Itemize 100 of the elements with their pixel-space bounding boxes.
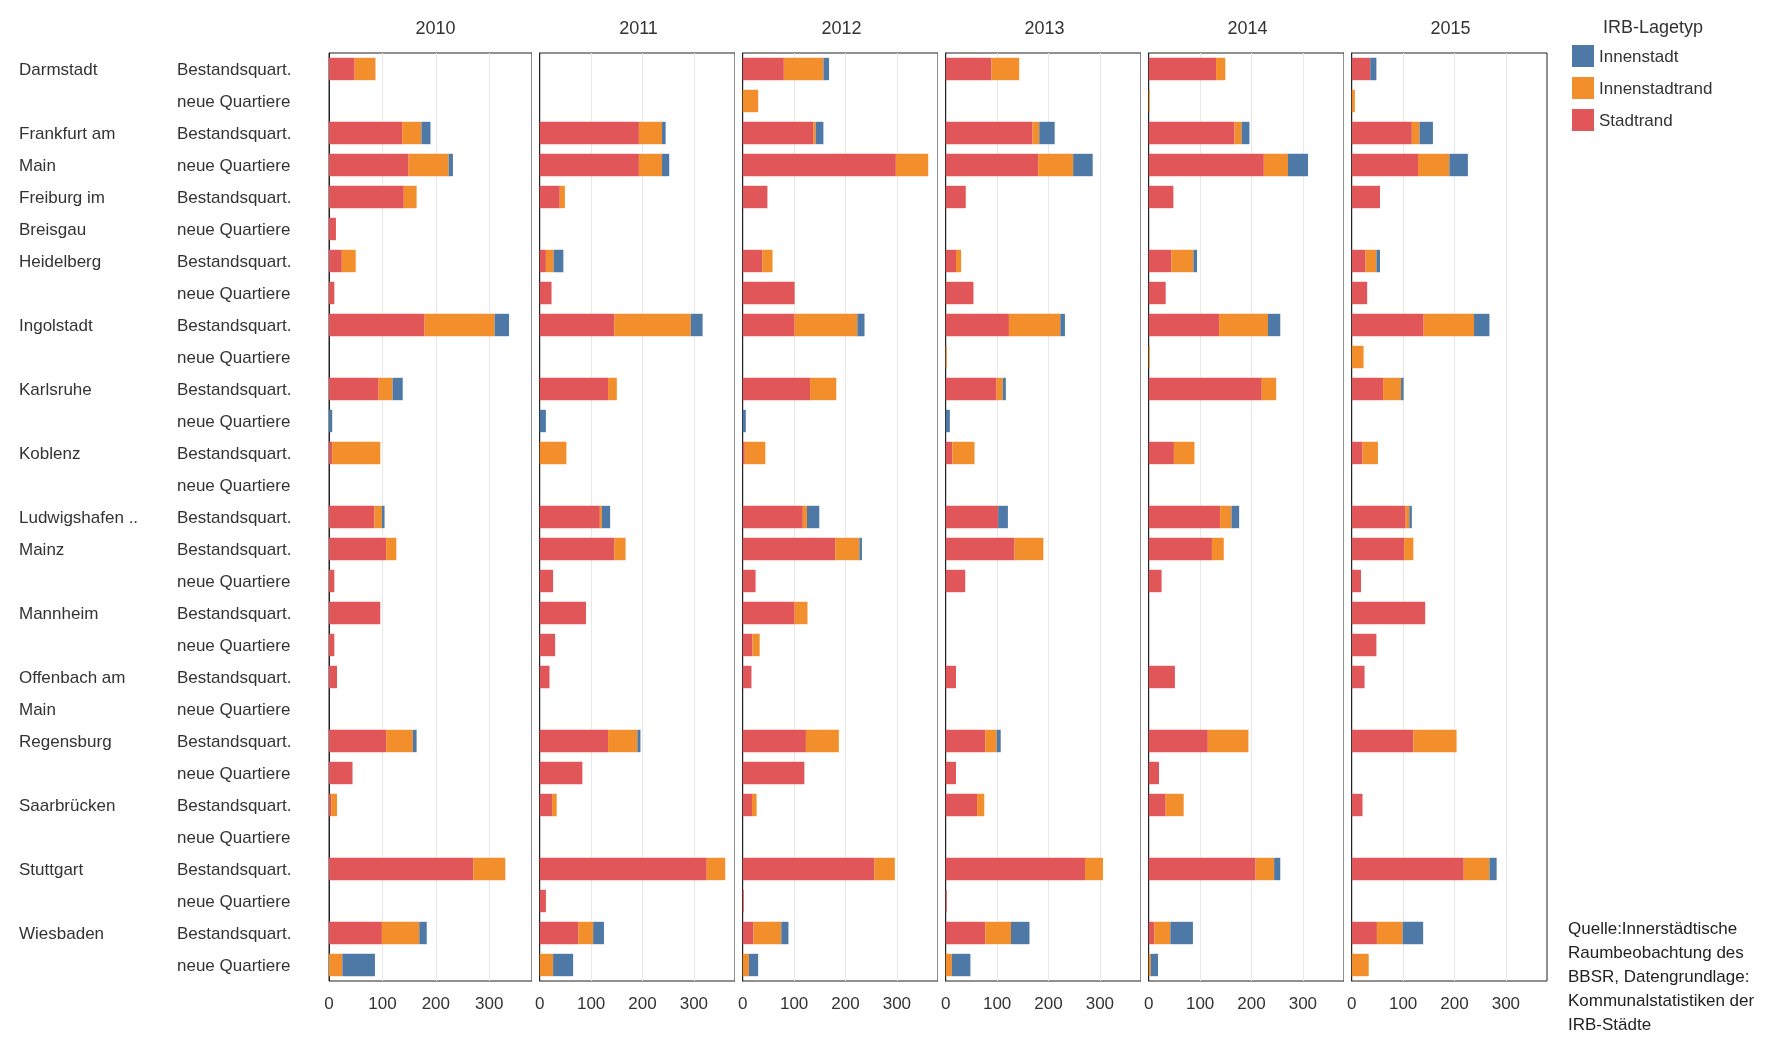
chart-title: 2013 <box>1024 18 1065 38</box>
x-tick-label: 200 <box>628 994 657 1013</box>
bar <box>748 953 759 977</box>
bar <box>539 793 553 817</box>
x-tick-label: 0 <box>737 994 748 1013</box>
bar <box>1148 569 1162 593</box>
x-tick-label: 100 <box>779 994 809 1013</box>
bar <box>638 153 663 177</box>
bar <box>742 953 749 977</box>
bar <box>1401 377 1404 401</box>
chart-title: 2014 <box>1227 18 1268 38</box>
y-tick-label: Bestandsquart. <box>177 315 292 335</box>
bar <box>1211 537 1224 561</box>
bar <box>329 953 343 977</box>
bar <box>945 505 999 529</box>
bar <box>985 921 1011 945</box>
bar <box>1010 921 1030 945</box>
bar <box>1351 569 1361 593</box>
bar <box>1148 793 1166 817</box>
chart-title: 2011 <box>619 18 658 38</box>
bar <box>662 121 666 145</box>
bar <box>945 409 950 433</box>
bar <box>1263 153 1288 177</box>
bar <box>742 761 805 785</box>
x-tick-label: 300 <box>882 994 912 1013</box>
bar <box>945 761 956 785</box>
bar <box>329 633 335 657</box>
bar <box>1402 921 1424 945</box>
bar <box>419 921 427 945</box>
bar <box>956 249 962 273</box>
bar <box>1148 505 1221 529</box>
bar <box>1404 537 1414 561</box>
y-tick-label: neue Quartiere <box>177 763 291 783</box>
y-tick-label: neue Quartiere <box>177 891 291 911</box>
bar <box>810 377 837 401</box>
bar <box>742 601 795 625</box>
bar <box>1148 665 1175 689</box>
bar <box>578 921 594 945</box>
bar <box>329 793 332 817</box>
bar <box>386 729 413 753</box>
bar <box>374 505 382 529</box>
bar <box>1171 249 1194 273</box>
bar <box>539 857 707 881</box>
legend-label: Innenstadt <box>1599 46 1679 66</box>
bar <box>945 153 1039 177</box>
bar <box>1170 921 1193 945</box>
bar <box>945 57 992 81</box>
y-tick-label: Bestandsquart. <box>177 443 292 463</box>
bar <box>378 377 393 401</box>
bar <box>539 889 546 913</box>
x-tick-label: 200 <box>1237 994 1266 1013</box>
bar <box>1351 793 1363 817</box>
bar <box>1383 377 1402 401</box>
bar <box>1463 857 1490 881</box>
bar <box>742 281 795 305</box>
bar <box>408 153 449 177</box>
y-tick-label: Bestandsquart. <box>177 187 292 207</box>
y2-tick-label: Koblenz <box>19 443 81 463</box>
y2-tick-label: Saarbrücken <box>19 795 116 815</box>
bar <box>794 601 808 625</box>
bar <box>559 185 565 209</box>
bar <box>552 793 557 817</box>
bar <box>945 793 978 817</box>
y-tick-label: Bestandsquart. <box>177 123 292 143</box>
bar <box>1150 953 1158 977</box>
bar <box>1154 921 1171 945</box>
bar <box>1148 537 1212 561</box>
bar <box>1351 441 1363 465</box>
bar <box>1351 729 1414 753</box>
y-tick-label: Bestandsquart. <box>177 859 292 879</box>
bar <box>614 537 626 561</box>
bar <box>539 537 615 561</box>
bar <box>539 441 567 465</box>
bar <box>945 953 952 977</box>
y-tick-label: Bestandsquart. <box>177 379 292 399</box>
y-tick-label: Bestandsquart. <box>177 539 292 559</box>
bar <box>1351 89 1355 113</box>
bar <box>386 537 397 561</box>
bar <box>805 729 839 753</box>
bar <box>1255 857 1275 881</box>
bar <box>895 153 929 177</box>
y-tick-label: Bestandsquart. <box>177 603 292 623</box>
bar <box>945 665 956 689</box>
bar <box>1409 505 1412 529</box>
bar <box>1148 281 1166 305</box>
bar <box>945 921 986 945</box>
bar <box>996 377 1003 401</box>
y-tick-label: Bestandsquart. <box>177 507 292 527</box>
bar <box>329 601 381 625</box>
y-tick-label: neue Quartiere <box>177 475 291 495</box>
bar <box>539 921 579 945</box>
bar <box>996 729 1001 753</box>
bar <box>1173 441 1195 465</box>
bar <box>742 121 814 145</box>
bar <box>1148 953 1151 977</box>
y-tick-label: neue Quartiere <box>177 347 291 367</box>
bar <box>412 729 417 753</box>
bar <box>1376 249 1380 273</box>
x-tick-label: 0 <box>940 994 951 1013</box>
bar <box>945 313 1009 337</box>
